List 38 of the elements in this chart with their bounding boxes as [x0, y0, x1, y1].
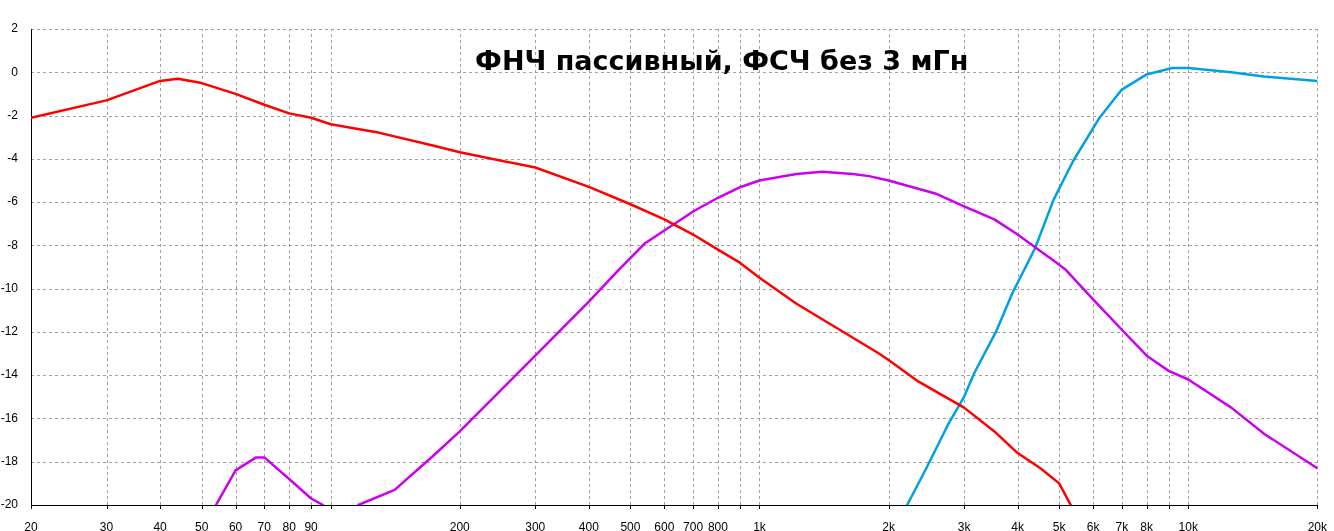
x-tick-label: 500 — [620, 519, 641, 531]
y-tick-label: -4 — [7, 151, 19, 166]
x-tick-label: 40 — [153, 519, 168, 531]
x-tick-label: 90 — [304, 519, 319, 531]
y-tick-label: -8 — [7, 237, 19, 252]
y-tick-label: -16 — [0, 410, 19, 425]
y-tick-label: -2 — [7, 107, 19, 122]
x-tick-label: 7k — [1115, 519, 1130, 531]
x-tick-label: 8k — [1140, 519, 1155, 531]
x-tick-label: 30 — [99, 519, 114, 531]
x-tick-label: 5k — [1052, 519, 1067, 531]
x-tick-label: 800 — [707, 519, 729, 531]
y-tick-label: 0 — [11, 64, 19, 79]
y-tick-label: 2 — [11, 21, 19, 36]
x-tick-label: 200 — [449, 519, 471, 531]
x-tick-label: 60 — [228, 519, 243, 531]
x-tick-label: 70 — [257, 519, 272, 531]
x-tick-label: 600 — [654, 519, 675, 531]
text: ФНЧ пассивный, ФСЧ без 3 мГн — [475, 45, 969, 76]
x-tick-label: 400 — [578, 519, 600, 531]
y-tick-label: -14 — [0, 367, 19, 382]
x-tick-label: 20k — [1307, 519, 1328, 531]
x-tick-label: 300 — [525, 519, 546, 531]
x-tick-label: 2k — [882, 519, 896, 531]
x-tick-label: 700 — [683, 519, 704, 531]
y-tick-label: -6 — [7, 194, 19, 209]
x-tick-label: 6k — [1086, 519, 1101, 531]
y-tick-label: -10 — [0, 280, 19, 295]
x-tick-label: 20 — [24, 519, 38, 531]
x-tick-label: 1k — [753, 519, 767, 531]
y-tick-label: -20 — [0, 497, 19, 512]
x-tick-label: 4k — [1011, 519, 1025, 531]
x-tick-label: 50 — [194, 519, 209, 531]
x-tick-label: 80 — [282, 519, 297, 531]
x-tick-label: 10k — [1178, 519, 1199, 531]
y-tick-label: -12 — [0, 324, 19, 339]
x-tick-label: 3k — [957, 519, 972, 531]
y-tick-label: -18 — [0, 454, 19, 469]
